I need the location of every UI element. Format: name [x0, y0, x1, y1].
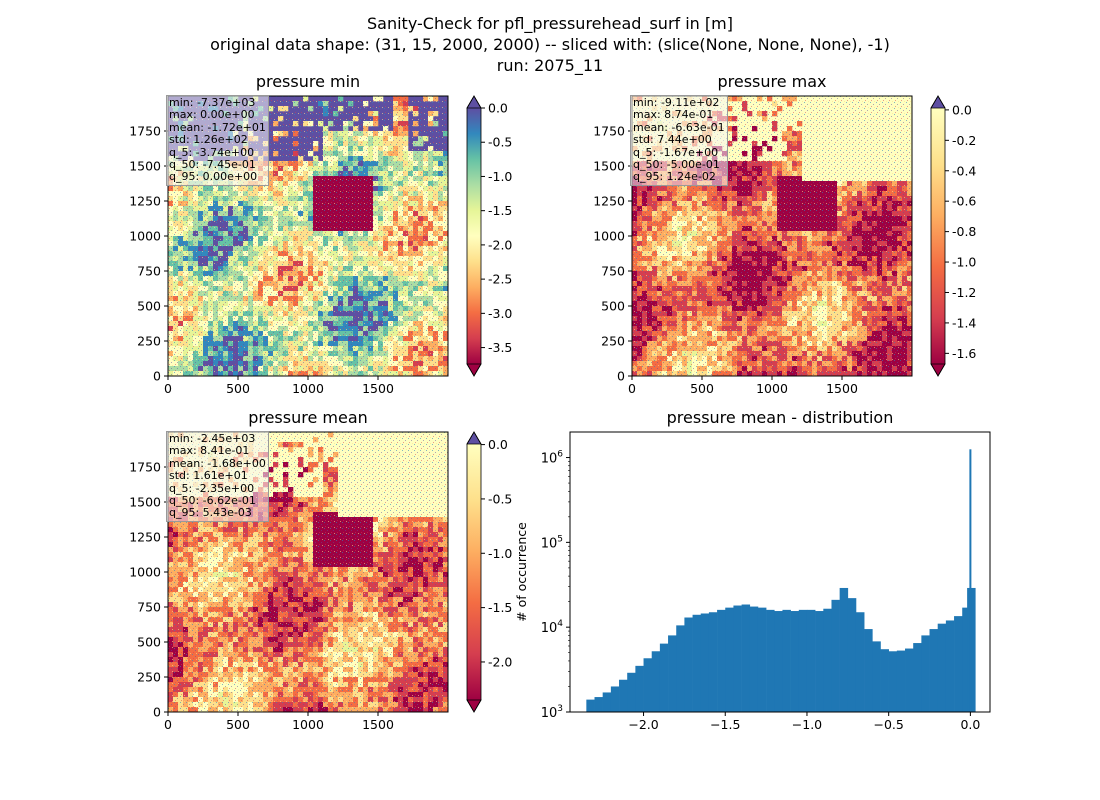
heatmap-pressure-max — [632, 96, 912, 376]
panel-title-mean: pressure mean — [248, 408, 368, 427]
histogram-title: pressure mean - distribution — [666, 408, 894, 427]
figure-title-line-2: original data shape: (31, 15, 2000, 2000… — [210, 35, 890, 54]
panel-title-min: pressure min — [255, 72, 361, 91]
figure-title-line-3: run: 2075_11 — [496, 56, 604, 75]
panel-title-max: pressure max — [717, 72, 827, 91]
figure-title-line-1: Sanity-Check for pfl_pressurehead_surf i… — [367, 14, 733, 33]
heatmap-pressure-min — [168, 96, 448, 376]
